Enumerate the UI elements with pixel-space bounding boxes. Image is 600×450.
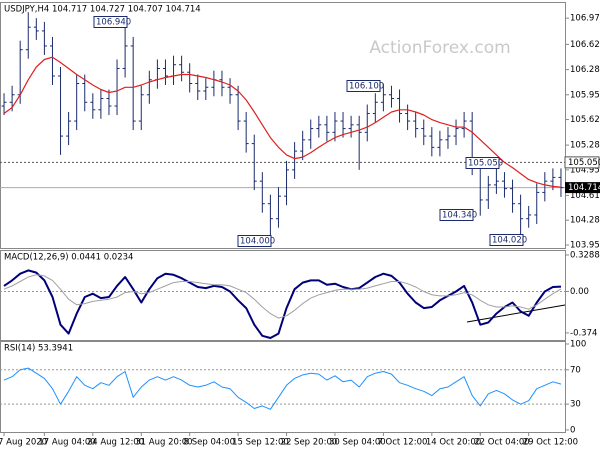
y-tick-label: 104.610 [570,191,600,201]
y-tick-label: 103.950 [570,240,600,250]
annotation-box [465,157,500,169]
trend-line [466,304,566,323]
y-tick-label: 105.280 [570,141,600,151]
watermark: ActionForex.com [369,38,510,58]
x-tick-label: 22 Oct 04:00 [474,438,529,448]
current-price-box [565,182,600,194]
macd-panel [0,250,566,341]
y-tick-label: 104.950 [570,165,600,175]
x-tick-label: 29 Oct 12:00 [523,438,578,448]
rsi-panel [0,341,566,433]
annotation: 104.340 [442,211,477,221]
x-tick-label: 7 Oct 12:00 [377,438,427,448]
x-tick-label: 17 Aug 04:00 [38,438,95,448]
x-tick-label: 30 Sep 04:00 [329,438,386,448]
panel-title: MACD(12,26,9) 0.0441 0.0234 [4,253,133,263]
x-tick-label: 15 Sep 12:00 [232,438,289,448]
annotation-box [489,234,524,246]
x-tick-label: 22 Sep 20:00 [281,438,338,448]
annotation: 104.000 [240,237,275,247]
x-tick-label: 24 Aug 12:00 [87,438,144,448]
panel-title: RSI(14) 53.3941 [4,344,73,354]
annotation: 106.940 [96,18,131,28]
x-tick-label: 14 Oct 20:00 [426,438,481,448]
level-label-box [564,156,600,169]
moving-average [3,56,562,188]
y-tick-label: 104.280 [570,216,600,226]
y-tick-label: 70 [570,365,581,375]
annotation-box [93,16,128,28]
annotation-box [439,209,474,221]
y-tick-label: 106.970 [570,14,600,24]
y-tick-label: 106.620 [570,40,600,50]
y-tick-label: 100 [570,340,586,350]
y-tick-label: 0.00 [570,287,589,297]
indicator-line [3,367,562,410]
y-tick-label: 106.285 [570,65,600,75]
y-tick-label: 105.950 [570,90,600,100]
y-tick-label: 30 [570,400,581,410]
panel-title: USDJPY,H4 104.717 104.727 104.707 104.71… [4,5,201,15]
indicator-line [3,274,562,319]
annotation: 104.020 [492,236,527,246]
level-label: 105.050 [568,158,600,168]
y-tick-label: -0.374 [570,328,597,338]
current-price-label: 104.714 [568,183,600,193]
annotation-box [346,80,381,92]
y-tick-label: 0.3288 [570,251,600,261]
annotation: 106.100 [349,82,384,92]
x-tick-label: 7 Aug 2020 [0,438,47,448]
annotation-box [237,235,272,247]
y-tick-label: 0 [570,425,575,435]
annotation: 105.050 [468,159,503,169]
y-tick-label: 105.620 [570,115,600,125]
x-tick-label: 31 Aug 20:00 [135,438,192,448]
price-panel [0,2,566,249]
x-tick-label: 8 Sep 04:00 [184,438,235,448]
